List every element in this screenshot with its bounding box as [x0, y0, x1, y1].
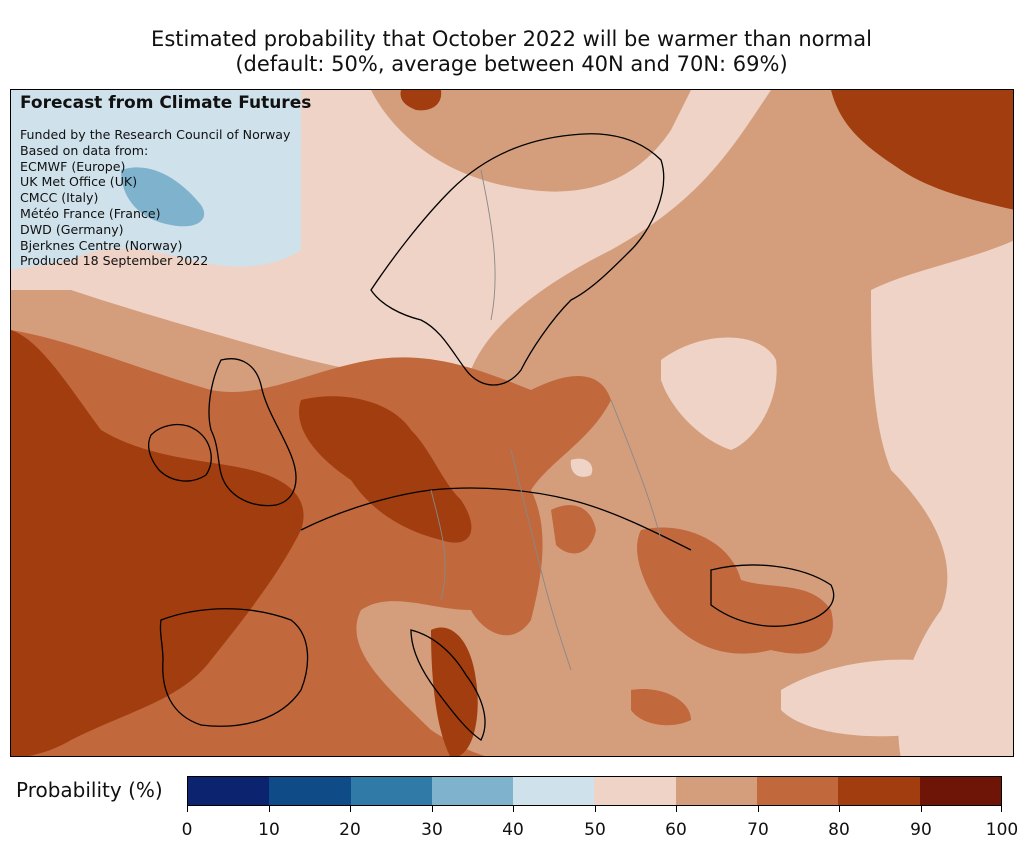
- zone-50-60-west-russia: [661, 337, 777, 450]
- colorbar-tick-label: 70: [747, 820, 769, 840]
- zone-50-60-anatolia: [781, 659, 979, 737]
- credit-line: Bjerknes Centre (Norway): [20, 237, 183, 253]
- credit-heading: Forecast from Climate Futures: [20, 93, 312, 113]
- credit-line: CMCC (Italy): [20, 190, 99, 206]
- border-line-3: [610, 399, 662, 541]
- credit-line: Funded by the Research Council of Norway: [20, 127, 291, 142]
- ireland-outline: [148, 423, 212, 482]
- colorbar-segment: [350, 777, 432, 805]
- colorbar-tick-label: 10: [258, 820, 280, 840]
- colorbar: [187, 776, 1002, 806]
- colorbar-tick-label: 100: [985, 820, 1019, 840]
- colorbar-segment: [431, 777, 514, 805]
- zone-50-60-spot: [570, 458, 593, 477]
- zone-80-90-small: [400, 90, 442, 111]
- colorbar-tick-mark: [595, 806, 596, 812]
- coastlines: [148, 133, 835, 741]
- colorbar-segment: [757, 777, 839, 805]
- iberia-outline: [159, 608, 309, 727]
- scandinavia-outline: [370, 133, 665, 386]
- zone-80-90-benelux: [299, 396, 472, 543]
- zone-30-40: [121, 167, 205, 227]
- colorbar-segment: [269, 777, 351, 805]
- colorbar-tick-mark: [1001, 806, 1002, 812]
- border-line-1: [430, 489, 446, 601]
- great-britain-outline: [208, 358, 297, 507]
- italy-outline: [410, 629, 486, 741]
- mainland-coast-line: [300, 487, 692, 551]
- border-line-4: [480, 169, 496, 321]
- zone-80-90-italy: [431, 627, 478, 756]
- probability-field: [11, 90, 1013, 756]
- zone-70-80-aegean: [631, 689, 691, 726]
- colorbar-segment: [513, 777, 595, 805]
- zone-70-80-hungary: [551, 505, 596, 554]
- credit-line: Météo France (France): [20, 205, 161, 221]
- colorbar-tick-mark: [432, 806, 433, 812]
- colorbar-tick-mark: [513, 806, 514, 812]
- colorbar-tick-label: 0: [181, 820, 193, 840]
- colorbar-tick-label: 60: [665, 820, 687, 840]
- map-title-line-1: Estimated probability that October 2022 …: [151, 27, 872, 51]
- colorbar-tick-mark: [187, 806, 188, 812]
- border-line-2: [510, 449, 572, 671]
- colorbar-segment: [675, 777, 758, 805]
- colorbar-tick-mark: [676, 806, 677, 812]
- colorbar-tick-mark: [269, 806, 270, 812]
- colorbar-segment: [838, 777, 920, 805]
- zone-50-60-east: [871, 240, 1013, 756]
- colorbar-tick-label: 80: [828, 820, 850, 840]
- credit-line: UK Met Office (UK): [20, 174, 138, 190]
- zone-80-90-atlantic: [11, 330, 304, 756]
- colorbar-tick-mark: [839, 806, 840, 812]
- colorbar-segment: [594, 777, 676, 805]
- colorbar-tick-mark: [350, 806, 351, 812]
- colorbar-tick-label: 50: [584, 820, 606, 840]
- black-sea-outline: [710, 564, 835, 627]
- colorbar-tick-label: 30: [421, 820, 443, 840]
- forecast-map: [10, 89, 1014, 757]
- country-borders: [430, 169, 662, 671]
- credit-line: Based on data from:: [20, 142, 149, 158]
- map-title-line-2: (default: 50%, average between 40N and 7…: [235, 52, 788, 76]
- colorbar-segment: [919, 777, 1001, 805]
- zone-70-80-ukraine: [637, 527, 833, 654]
- credit-line: ECMWF (Europe): [20, 158, 126, 174]
- colorbar-tick-label: 20: [339, 820, 361, 840]
- zone-80-90-arctic: [831, 90, 1013, 210]
- credit-line: Produced 18 September 2022: [20, 253, 209, 269]
- colorbar-tick-mark: [758, 806, 759, 812]
- credit-text: Funded by the Research Council of Norway…: [20, 127, 290, 269]
- colorbar-tick-label: 90: [910, 820, 932, 840]
- colorbar-segment: [188, 777, 270, 805]
- colorbar-label: Probability (%): [16, 778, 163, 802]
- colorbar-tick-label: 40: [502, 820, 524, 840]
- colorbar-tick-mark: [921, 806, 922, 812]
- colorbar-ticks: 0 10 20 30 40 50 60 70 80 90 100: [182, 806, 1018, 850]
- credit-line: DWD (Germany): [20, 221, 124, 237]
